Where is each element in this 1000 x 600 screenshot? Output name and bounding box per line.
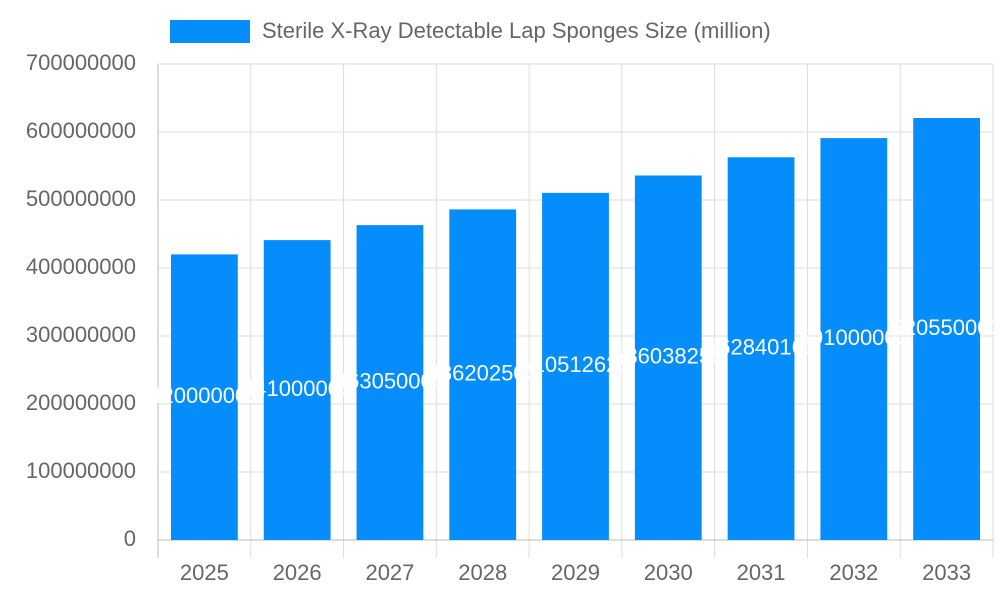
- bar: [542, 192, 609, 540]
- value-label: 420000000: [149, 383, 259, 408]
- value-label: 562840169: [706, 334, 816, 359]
- y-tick-label: 100000000: [26, 458, 136, 483]
- bar: [449, 209, 517, 540]
- y-tick-label: 600000000: [26, 118, 136, 143]
- y-tick-label: 500000000: [26, 186, 136, 211]
- value-label: 486202500: [428, 361, 538, 386]
- y-tick-label: 200000000: [26, 390, 136, 415]
- bar: [356, 225, 424, 540]
- bar: [913, 118, 981, 540]
- value-label: 620550000: [892, 315, 1000, 340]
- bar: [170, 254, 238, 540]
- y-tick-label: 300000000: [26, 322, 136, 347]
- x-tick-label: 2025: [180, 560, 229, 585]
- value-label: 441000000: [242, 376, 352, 401]
- legend-label: Sterile X-Ray Detectable Lap Sponges Siz…: [262, 18, 771, 43]
- y-tick-label: 700000000: [26, 50, 136, 75]
- value-label: 536038256: [613, 344, 723, 369]
- x-tick-label: 2026: [273, 560, 322, 585]
- x-tick-label: 2027: [365, 560, 414, 585]
- x-tick-label: 2028: [458, 560, 507, 585]
- value-label: 463050000: [335, 368, 445, 393]
- value-label: 510512625: [520, 352, 630, 377]
- legend-swatch: [170, 20, 250, 43]
- x-tick-label: 2031: [737, 560, 786, 585]
- x-tick-label: 2033: [922, 560, 971, 585]
- value-label: 591000000: [799, 325, 909, 350]
- x-tick-label: 2030: [644, 560, 693, 585]
- y-tick-label: 0: [124, 526, 136, 551]
- bar: [727, 157, 795, 541]
- bar: [263, 240, 331, 540]
- bar: [820, 138, 888, 540]
- bar: [634, 175, 702, 540]
- x-tick-label: 2029: [551, 560, 600, 585]
- y-tick-label: 400000000: [26, 254, 136, 279]
- x-tick-label: 2032: [829, 560, 878, 585]
